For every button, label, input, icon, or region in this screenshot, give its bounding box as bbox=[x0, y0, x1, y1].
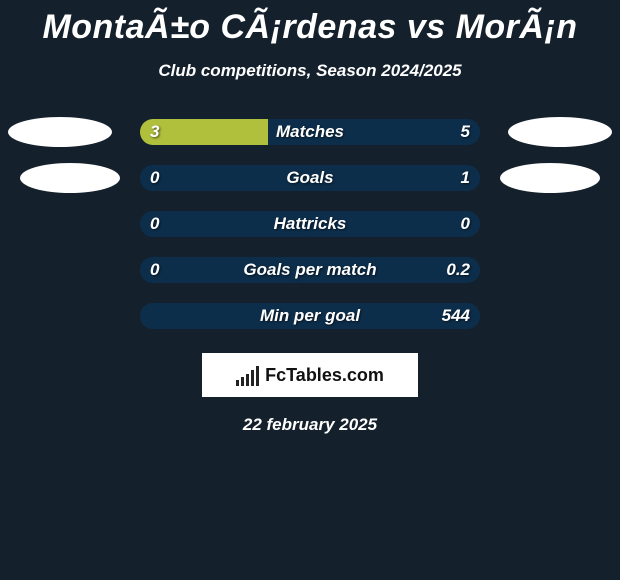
player-right-avatar bbox=[508, 117, 612, 147]
stat-right-value: 0.2 bbox=[446, 257, 470, 283]
stat-row: 0Goals1 bbox=[0, 155, 620, 201]
stat-row: 0Hattricks0 bbox=[0, 201, 620, 247]
player-left-avatar bbox=[8, 117, 112, 147]
stat-right-value: 5 bbox=[461, 119, 470, 145]
comparison-infographic: MontaÃ±o CÃ¡rdenas vs MorÃ¡n Club compet… bbox=[0, 0, 620, 580]
stat-row: 3Matches5 bbox=[0, 109, 620, 155]
player-left-avatar bbox=[20, 163, 120, 193]
logo-bars-icon bbox=[236, 364, 259, 386]
stat-name: Hattricks bbox=[140, 211, 480, 237]
stat-right-value: 0 bbox=[461, 211, 470, 237]
logo-text: FcTables.com bbox=[265, 365, 384, 386]
stat-row: 0Goals per match0.2 bbox=[0, 247, 620, 293]
player-right-avatar bbox=[500, 163, 600, 193]
stat-right-value: 544 bbox=[442, 303, 470, 329]
stat-name: Min per goal bbox=[140, 303, 480, 329]
date: 22 february 2025 bbox=[0, 415, 620, 435]
stat-name: Matches bbox=[140, 119, 480, 145]
logo-box: FcTables.com bbox=[202, 353, 418, 397]
stat-row: Min per goal544 bbox=[0, 293, 620, 339]
subtitle: Club competitions, Season 2024/2025 bbox=[0, 61, 620, 81]
stat-rows: 3Matches50Goals10Hattricks00Goals per ma… bbox=[0, 109, 620, 339]
stat-right-value: 1 bbox=[461, 165, 470, 191]
stat-name: Goals bbox=[140, 165, 480, 191]
stat-name: Goals per match bbox=[140, 257, 480, 283]
logo: FcTables.com bbox=[236, 364, 384, 386]
page-title: MontaÃ±o CÃ¡rdenas vs MorÃ¡n bbox=[0, 0, 620, 47]
